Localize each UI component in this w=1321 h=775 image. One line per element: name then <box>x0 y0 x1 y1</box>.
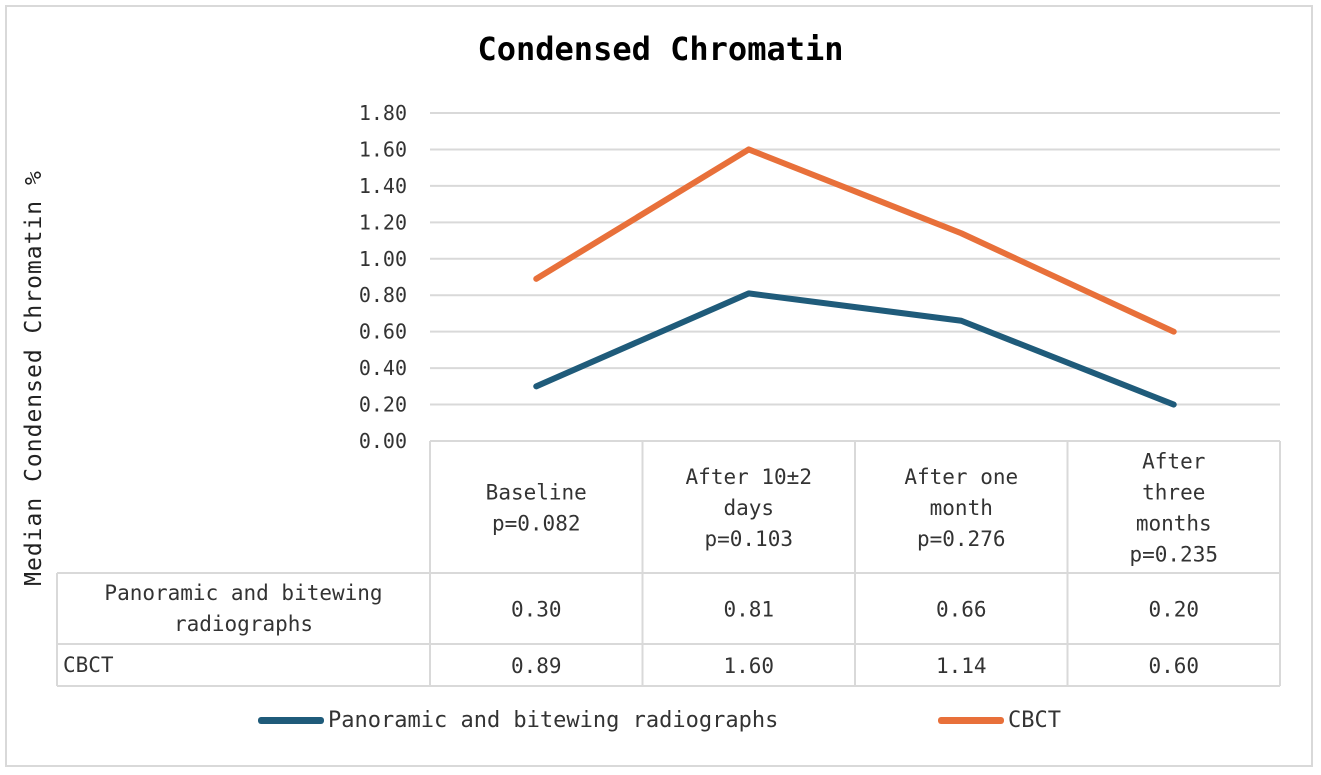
legend-swatch-series-2 <box>938 717 1004 724</box>
x-category-label: After three months p=0.235 <box>1129 450 1218 567</box>
y-tick-label: 0.80 <box>359 283 407 307</box>
table-row-header: CBCT <box>63 653 114 677</box>
y-tick-label: 1.60 <box>359 137 407 161</box>
chart-title: Condensed Chromatin <box>477 30 844 68</box>
legend-swatch-series-1 <box>258 717 324 724</box>
table-cell-value: 1.60 <box>723 654 774 678</box>
x-category-label: After one month p=0.276 <box>904 465 1018 551</box>
legend-item-series-2: CBCT <box>938 708 1061 733</box>
y-tick-label: 1.80 <box>359 101 407 125</box>
chart-frame <box>5 5 1313 767</box>
series-line-1 <box>533 290 1177 408</box>
table-cell-value: 0.30 <box>511 598 562 622</box>
table-cell-value: 0.60 <box>1148 654 1199 678</box>
table-cell-value: 0.81 <box>723 598 774 622</box>
legend-label-series-2: CBCT <box>1008 708 1061 733</box>
y-tick-label: 1.40 <box>359 174 407 198</box>
y-tick-label: 1.20 <box>359 210 407 234</box>
legend: Panoramic and bitewing radiographs CBCT <box>0 708 1321 740</box>
table-cell-value: 0.66 <box>936 598 987 622</box>
table-cell-value: 0.20 <box>1148 598 1199 622</box>
y-tick-label: 0.40 <box>359 356 407 380</box>
y-tick-label: 0.00 <box>359 429 407 453</box>
y-tick-label: 0.60 <box>359 320 407 344</box>
x-category-label: Baseline p=0.082 <box>486 481 587 536</box>
table-cell-value: 0.89 <box>511 654 562 678</box>
table-row-header: Panoramic and bitewing radiographs <box>104 581 382 636</box>
y-tick-label: 0.20 <box>359 393 407 417</box>
legend-item-series-1: Panoramic and bitewing radiographs <box>258 708 778 733</box>
table-cell-value: 1.14 <box>936 654 987 678</box>
y-tick-label: 1.00 <box>359 247 407 271</box>
legend-label-series-1: Panoramic and bitewing radiographs <box>328 708 779 733</box>
series-line-2 <box>533 146 1177 335</box>
x-category-label: After 10±2 days p=0.103 <box>686 465 812 551</box>
